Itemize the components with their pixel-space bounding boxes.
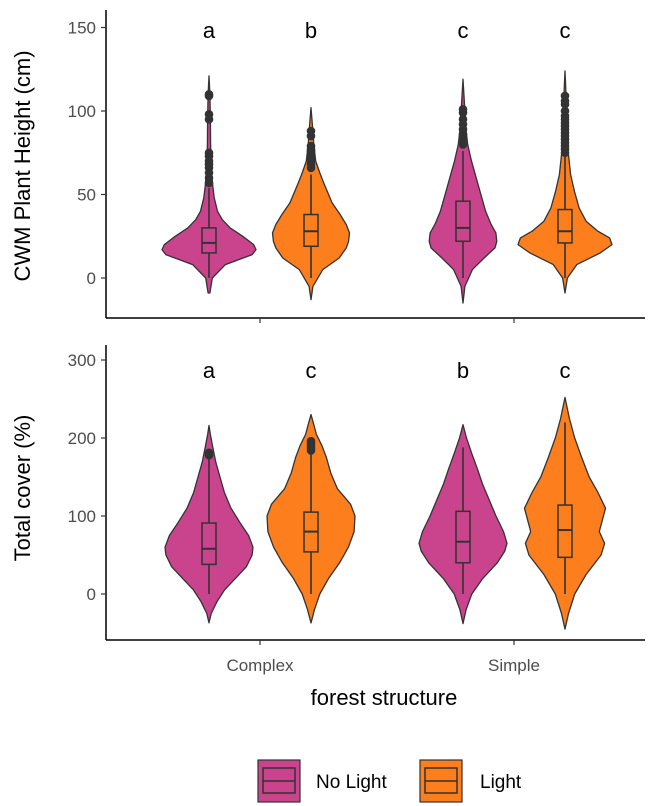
outlier-point-complex-no-light xyxy=(204,148,214,158)
box-complex-no-light xyxy=(201,227,217,254)
significance-letter-complex-no-light: a xyxy=(203,18,216,43)
x-tick-label-complex: Complex xyxy=(226,656,294,675)
outlier-point-simple-no-light xyxy=(458,105,468,114)
significance-letter-simple-no-light: b xyxy=(457,358,469,383)
outlier-point-simple-no-light xyxy=(458,115,468,124)
significance-letter-simple-light: c xyxy=(560,358,571,383)
significance-letter-complex-light: c xyxy=(306,358,317,383)
outlier-point-complex-no-light xyxy=(204,90,214,99)
y-tick-label: 0 xyxy=(87,585,96,604)
box-simple-light xyxy=(557,504,573,559)
y-tick-label: 200 xyxy=(68,429,96,448)
x-tick-label-simple: Simple xyxy=(488,656,540,675)
y-axis-title-height: CWM Plant Height (cm) xyxy=(10,50,35,281)
y-tick-label: 150 xyxy=(68,19,96,38)
cover-panel: 0 100 200 300 a c b c xyxy=(68,345,645,645)
outlier-point-simple-light xyxy=(560,106,570,116)
y-axis-title-cover: Total cover (%) xyxy=(10,415,35,562)
outlier-point-complex-no-light xyxy=(204,110,214,119)
outlier-point-complex-light xyxy=(306,141,316,151)
y-tick-label: 50 xyxy=(77,186,96,205)
y-tick-label: 300 xyxy=(68,351,96,370)
box-simple-no-light xyxy=(455,510,471,564)
significance-letter-complex-no-light: a xyxy=(203,358,216,383)
significance-letter-complex-light: b xyxy=(305,18,317,43)
significance-letter-simple-light: c xyxy=(560,18,571,43)
outlier-point-complex-light xyxy=(306,436,316,446)
y-tick-label: 100 xyxy=(68,102,96,121)
outlier-point-complex-light xyxy=(306,126,316,136)
legend-label-light: Light xyxy=(480,772,522,793)
legend: No Light Light xyxy=(257,759,522,803)
x-axis-title: forest structure xyxy=(311,685,458,710)
box-complex-no-light xyxy=(201,522,217,566)
y-tick-label: 100 xyxy=(68,507,96,526)
box-simple-light xyxy=(557,208,573,244)
legend-label-no-light: No Light xyxy=(316,772,387,793)
y-tick-label: 0 xyxy=(87,269,96,288)
outlier-point-complex-no-light xyxy=(204,448,214,458)
box-simple-no-light xyxy=(455,200,471,243)
outlier-point-simple-light xyxy=(560,91,570,101)
significance-letter-simple-no-light: c xyxy=(458,18,469,43)
height-panel: 0 50 100 150 a b c c xyxy=(68,10,645,323)
legend-item-no-light[interactable]: No Light xyxy=(257,759,387,803)
legend-item-light[interactable]: Light xyxy=(419,759,522,803)
